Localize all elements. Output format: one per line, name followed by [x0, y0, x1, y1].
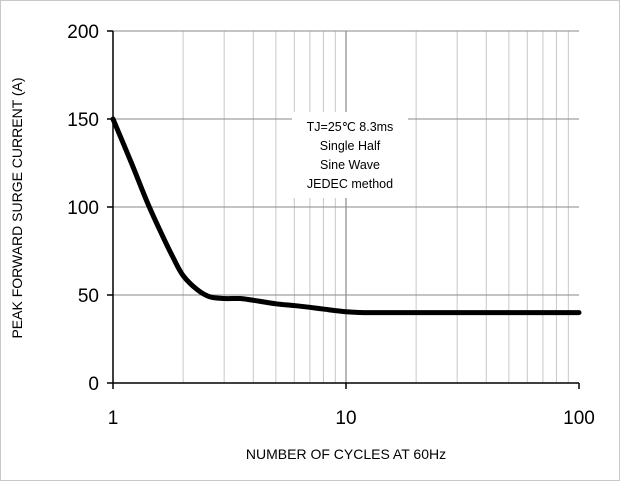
x-tick-label: 10: [335, 408, 356, 429]
x-tick-label: 1: [108, 408, 119, 429]
annotation-line-3: Sine Wave: [320, 158, 380, 172]
y-tick-label: 200: [67, 22, 99, 43]
x-tick-label: 100: [563, 408, 595, 429]
annotation-line-1: TJ=25℃ 8.3ms: [307, 120, 394, 134]
y-axis-title: PEAK FORWARD SURGE CURRENT (A): [9, 77, 25, 338]
grid: [113, 30, 579, 383]
y-tick-label: 50: [78, 286, 99, 307]
y-tick-label: 0: [88, 374, 99, 395]
annotation-line-4: JEDEC method: [307, 177, 393, 191]
tick-labels: 0 50 100 150 200 1 10 100: [67, 22, 595, 429]
annotation-line-2: Single Half: [320, 139, 381, 153]
y-tick-label: 150: [67, 110, 99, 131]
series-line: [110, 116, 582, 316]
y-tick-label: 100: [67, 198, 99, 219]
series: [110, 116, 582, 316]
axes: [107, 30, 580, 389]
annotation-background: [292, 112, 408, 198]
annotation-box: TJ=25℃ 8.3ms Single Half Sine Wave JEDEC…: [292, 112, 408, 198]
x-axis-title: NUMBER OF CYCLES AT 60Hz: [246, 446, 446, 462]
